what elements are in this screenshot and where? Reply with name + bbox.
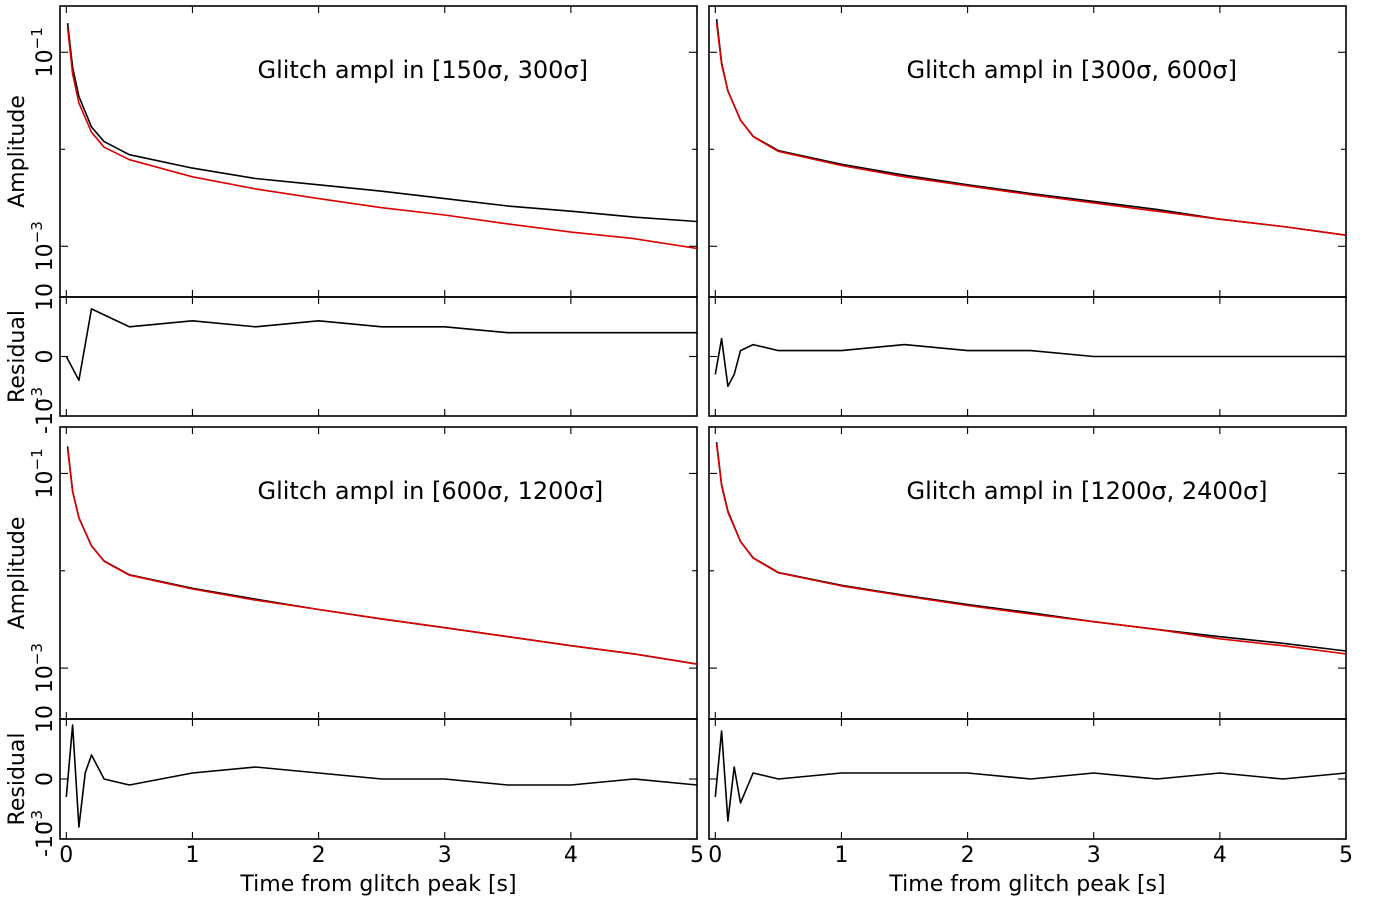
x-tick-label: 4 [1213,843,1227,868]
residual-line [65,308,697,382]
residual-multiplier-label: −3 [28,810,46,832]
glitch-amplitude-annotation: Glitch ampl in [150σ, 300σ] [257,56,588,84]
data-amplitude-line [715,442,1346,652]
y-tick-label-exponent: −1 [28,27,46,49]
amplitude-axis-label: Amplitude [5,95,30,208]
model-amplitude-line [66,448,697,665]
residual-series [65,724,697,828]
y-tick-label: 10−3 [28,221,58,271]
x-axis-label: Time from glitch peak [s] [888,872,1165,897]
x-tick-label: 2 [961,843,975,868]
y-tick-label: 10−1 [28,448,58,498]
y-tick-label-base: 10 [33,471,58,499]
residual-axis-label: Residual [5,733,30,826]
amplitude-series [715,19,1346,236]
residual-line [65,724,697,828]
amplitude-series [715,442,1346,655]
amplitude-plot: Glitch ampl in [1200σ, 2400σ] [708,426,1347,720]
amplitude-frame [59,426,698,720]
amplitude-frame [708,5,1347,298]
glitch-amplitude-annotation: Glitch ampl in [600σ, 1200σ] [257,477,603,505]
y-tick-label: 10 [33,705,58,733]
residual-multiplier-exponent: −3 [28,810,46,832]
residual-plot [708,296,1347,417]
residual-series [714,337,1346,388]
amplitude-frame [59,5,698,298]
y-tick-label-base: 10 [33,49,58,77]
amplitude-plot: Glitch ampl in [300σ, 600σ] [708,5,1347,298]
residual-line [714,337,1346,388]
model-amplitude-line [715,444,1346,655]
residual-frame [59,296,698,417]
x-tick-label: 3 [438,843,452,868]
x-tick-label: 0 [59,843,73,868]
x-tick-label: 3 [1087,843,1101,868]
y-tick-label: -10 [33,398,58,434]
model-amplitude-line [715,23,1346,236]
glitch-amplitude-annotation: Glitch ampl in [300σ, 600σ] [906,56,1237,84]
x-tick-label: 1 [185,843,199,868]
y-tick-label: 10−3 [28,643,58,693]
y-tick-label: 10−1 [28,27,58,77]
amplitude-axis-label: Amplitude [5,517,30,630]
residual-series [65,308,697,382]
residual-plot: 0 1 2 3 4 5 [708,718,1353,868]
y-tick-label: 0 [33,772,58,786]
amplitude-series [66,23,697,250]
y-tick-label: -10 [33,821,58,857]
panel-4: Glitch ampl in [1200σ, 2400σ] 0 1 2 3 4 5 Time … [708,426,1353,897]
x-tick-label: 0 [708,843,722,868]
residual-axis-label: Residual [5,310,30,403]
x-tick-label: 5 [690,843,704,868]
y-tick-label-exponent: −1 [28,448,46,470]
y-tick-label-exponent: −3 [28,221,46,243]
glitch-amplitude-annotation: Glitch ampl in [1200σ, 2400σ] [906,477,1267,505]
y-tick-label-base: 10 [33,243,58,271]
amplitude-frame [708,426,1347,720]
panel-2: Glitch ampl in [300σ, 600σ] [708,5,1347,417]
residual-series [714,730,1346,822]
model-amplitude-line [66,27,697,250]
y-tick-label-base: 10 [33,665,58,693]
residual-multiplier-exponent: −3 [28,387,46,409]
residual-line [714,730,1346,822]
x-tick-label: 1 [834,843,848,868]
x-axis-label: Time from glitch peak [s] [239,872,516,897]
amplitude-series [66,446,697,665]
data-amplitude-line [715,19,1346,236]
x-tick-label: 2 [312,843,326,868]
y-tick-label-exponent: −3 [28,643,46,665]
data-amplitude-line [66,23,697,223]
residual-multiplier-label: −3 [28,387,46,409]
x-tick-label: 4 [564,843,578,868]
y-tick-label: 10 [33,283,58,311]
y-tick-label: 0 [33,350,58,364]
x-tick-label: 5 [1339,843,1353,868]
